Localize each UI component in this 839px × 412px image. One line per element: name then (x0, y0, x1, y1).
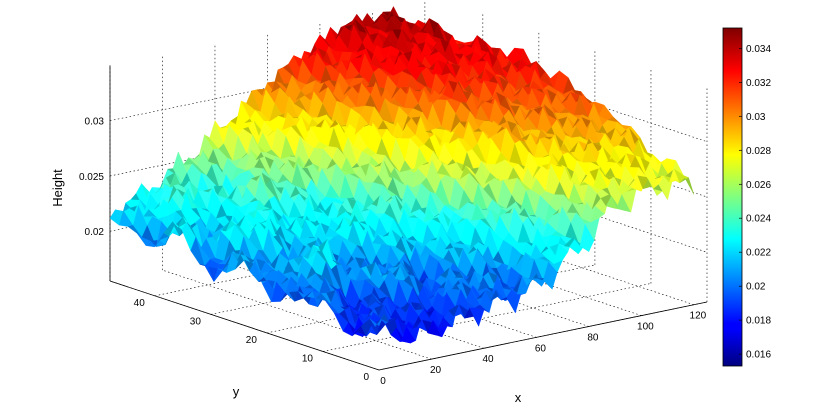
x-axis-label: x (515, 390, 522, 405)
z-side-gridline (437, 52, 708, 142)
y-tick-label: 10 (302, 354, 314, 365)
colorbar-ticks: 0.016 0.018 0.02 0.022 0.024 0.026 0.028 0.03 0.… (739, 44, 771, 361)
x-tick-label: 0 (380, 376, 386, 387)
x-tick-label: 20 (430, 365, 442, 376)
colorbar-tick-label: 0.032 (746, 78, 771, 89)
surface-mesh (109, 6, 695, 344)
colorbar-gradient (722, 27, 743, 367)
x-tick-label: 60 (535, 343, 547, 354)
colorbar-tick-label: 0.03 (746, 112, 766, 123)
colorbar-tick-label: 0.016 (746, 350, 771, 361)
colorbar-tick-label: 0.022 (746, 248, 771, 259)
colorbar-tick-label: 0.02 (746, 282, 766, 293)
colorbar-tick-label: 0.026 (746, 180, 771, 191)
x-tick-label: 120 (690, 311, 707, 322)
z-tick-label: 0.025 (79, 172, 104, 183)
colorbar-tick-label: 0.018 (746, 316, 771, 327)
colorbar-tick-label: 0.028 (746, 146, 771, 157)
z-tick-label: 0.02 (85, 227, 105, 238)
z-axis-label: Height (50, 169, 65, 207)
y-axis-line (109, 280, 380, 371)
z-tick-label: 0.03 (85, 117, 105, 128)
surface-patch (469, 307, 485, 327)
y-tick-label: 40 (134, 298, 146, 309)
y-tick-label: 20 (246, 335, 258, 346)
axis-ticks: 0 20 40 60 80 100 120 0 10 20 30 40 0.02 0.025 0.03 (79, 117, 707, 387)
y-tick-label: 30 (190, 316, 202, 327)
x-axis-line (378, 301, 708, 371)
x-tick-label: 40 (482, 354, 494, 365)
x-floor-gridline (162, 269, 432, 360)
x-tick-label: 80 (587, 333, 599, 344)
colorbar-tick-label: 0.024 (746, 214, 771, 225)
colorbar-tick-label: 0.034 (746, 44, 771, 55)
z-side-gridline (437, 162, 708, 253)
y-tick-label: 0 (363, 372, 369, 383)
x-tick-label: 100 (637, 322, 654, 333)
colorbar: 0.016 0.018 0.02 0.022 0.024 0.026 0.028 0.03 0.… (722, 27, 771, 367)
surface-patch (679, 177, 695, 195)
y-axis-label: y (233, 384, 240, 399)
